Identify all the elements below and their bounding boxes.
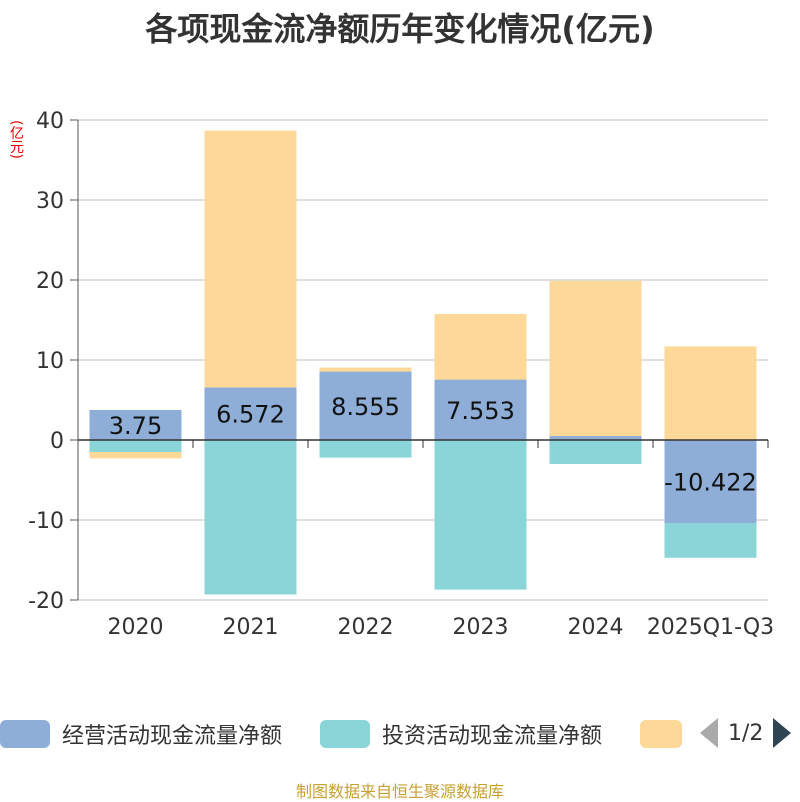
bar-segment-s1-2022[interactable] (319, 440, 412, 458)
y-tick-label: 10 (36, 349, 64, 374)
x-tick-label: 2023 (453, 615, 509, 640)
x-tick-label: 2020 (108, 615, 164, 640)
y-tick-label: -20 (28, 589, 64, 614)
legend-item-financing[interactable] (640, 712, 694, 756)
x-tick-label: 2021 (223, 615, 279, 640)
bar-chart: -20 -10 0 10 20 30 40 2020 2021 2022 2023 2024 2025Q… (28, 109, 774, 640)
data-label-2023: 7.553 (446, 397, 515, 425)
legend-swatch-operating (0, 720, 50, 748)
legend-swatch-financing (640, 720, 682, 748)
x-tick-label: 2022 (338, 615, 394, 640)
y-tick-label: 20 (36, 269, 64, 294)
bar-segment-s1-2020[interactable] (89, 440, 182, 452)
y-tick-label: 0 (50, 429, 64, 454)
data-label-2021: 6.572 (216, 401, 285, 429)
y-tick-label: 40 (36, 109, 64, 134)
y-tick-label: 30 (36, 189, 64, 214)
x-tick-label: 2025Q1-Q3 (647, 615, 774, 640)
y-tick-label: -10 (28, 509, 64, 534)
legend-swatch-investing (320, 720, 370, 748)
prev-page-icon[interactable] (700, 718, 718, 748)
data-label-2025Q1-Q3: -10.422 (664, 469, 757, 497)
legend-pager: 1/2 (700, 718, 792, 748)
data-source-note: 制图数据来自恒生聚源数据库 (295, 782, 504, 801)
bar-segment-s2-2023[interactable] (434, 313, 527, 380)
legend-item-investing[interactable]: 投资活动现金流量净额 (320, 712, 602, 756)
bar-segment-s0-2022[interactable] (319, 371, 412, 440)
next-page-icon[interactable] (773, 718, 792, 748)
bar-segment-s0-2021[interactable] (204, 387, 297, 440)
bar-segment-s2-2025Q1-Q3[interactable] (664, 346, 757, 440)
bar-segment-s1-2024[interactable] (549, 440, 642, 464)
legend: 经营活动现金流量净额 投资活动现金流量净额 1/2 (0, 712, 800, 756)
bar-segment-s1-2021[interactable] (204, 440, 297, 595)
legend-page-indicator: 1/2 (728, 720, 764, 746)
legend-label-operating: 经营活动现金流量净额 (62, 724, 283, 749)
legend-item-operating[interactable]: 经营活动现金流量净额 (0, 712, 282, 756)
bar-segment-s2-2021[interactable] (204, 130, 297, 388)
bar-segment-s2-2024[interactable] (549, 280, 642, 436)
bar-segment-s0-2024[interactable] (549, 436, 642, 440)
bar-segment-s1-2023[interactable] (434, 440, 527, 590)
bar-segment-s2-2020[interactable] (89, 452, 182, 459)
bar-segment-s2-2022[interactable] (319, 367, 412, 372)
bar-segment-s0-2020[interactable] (89, 410, 182, 440)
data-label-2022: 8.555 (331, 393, 400, 421)
bar-segment-s1-2025Q1-Q3[interactable] (664, 523, 757, 558)
chart-title: 各项现金流净额历年变化情况(亿元) (145, 10, 655, 48)
bar-segment-s0-2023[interactable] (434, 379, 527, 440)
y-axis-unit: (亿元) (8, 120, 24, 159)
data-label-2020: 3.75 (109, 412, 162, 440)
x-tick-label: 2024 (568, 615, 624, 640)
bar-segment-s0-2025Q1-Q3[interactable] (664, 440, 757, 524)
legend-label-investing: 投资活动现金流量净额 (382, 724, 603, 749)
